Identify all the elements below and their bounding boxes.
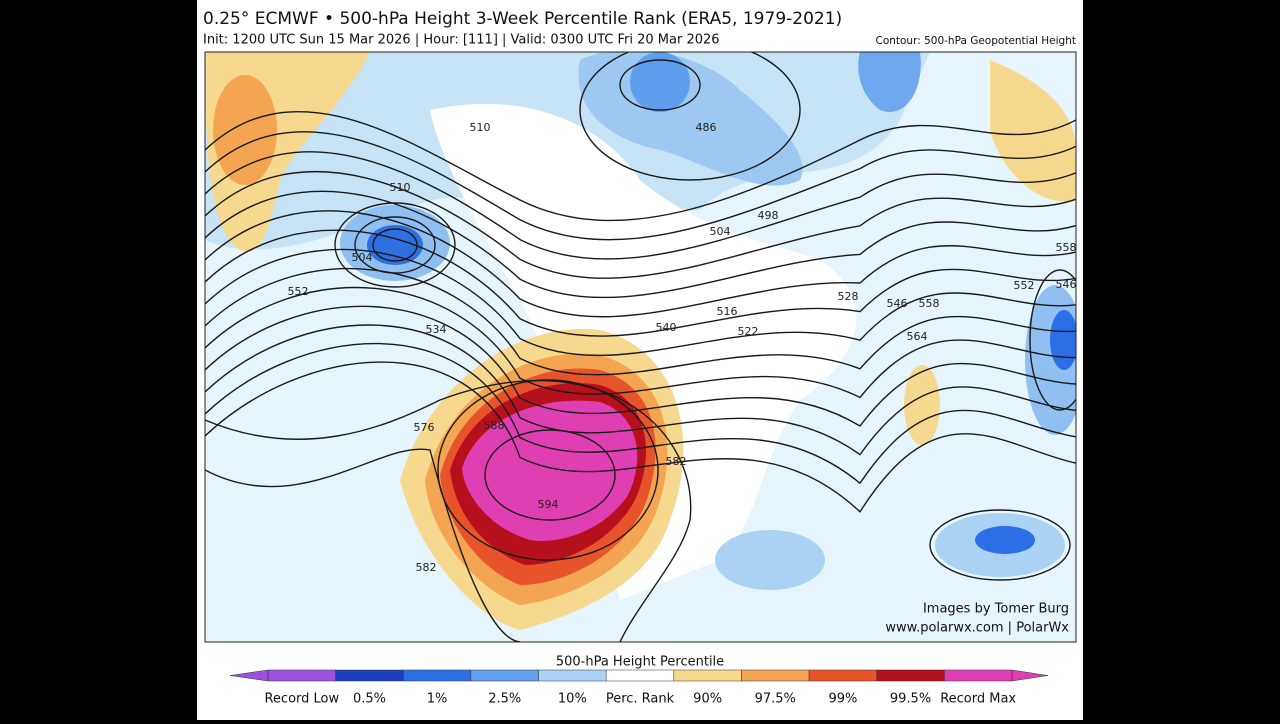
- contour-line: [205, 190, 1076, 299]
- contour-line: [205, 210, 1076, 318]
- contour-label: 498: [758, 209, 779, 222]
- colorbar-label: 10%: [558, 692, 587, 707]
- contour-line: [579, 52, 801, 181]
- contour-note: Contour: 500-hPa Geopotential Height: [875, 35, 1076, 47]
- colorbar-label: 90%: [693, 692, 722, 707]
- colorbar-label: 99%: [828, 692, 857, 707]
- contour-label: 510: [390, 181, 411, 194]
- contour-label: 552: [1014, 279, 1035, 292]
- contour-line: [619, 59, 701, 111]
- shade: [975, 526, 1035, 554]
- contour-line: [205, 110, 1076, 222]
- contour-line: [484, 429, 616, 521]
- contour-label: 552: [288, 285, 309, 298]
- contour-line: [372, 228, 418, 262]
- colorbar-segment: [808, 669, 877, 682]
- website: www.polarwx.com | PolarWx: [885, 621, 1069, 636]
- contour-line: [334, 202, 456, 288]
- contour-line: [205, 267, 1076, 376]
- colorbar-segment: [876, 669, 945, 682]
- colorbar-segment: [605, 669, 675, 682]
- contour-line: [1029, 269, 1076, 411]
- contour-label: 588: [484, 419, 505, 432]
- colorbar-segment: [335, 669, 404, 682]
- contour-label: 558: [919, 297, 940, 310]
- colorbar-segment: [944, 669, 1013, 682]
- shade: [904, 365, 940, 445]
- colorbar-label: 97.5%: [755, 692, 796, 707]
- colorbar-label: 2.5%: [488, 692, 521, 707]
- map-frame: [204, 51, 1077, 643]
- contour-label: 546: [1056, 278, 1077, 291]
- shade: [213, 75, 277, 185]
- credit: Images by Tomer Burg: [923, 602, 1069, 617]
- colorbar-segment: [741, 669, 810, 682]
- shade: [462, 400, 638, 541]
- colorbar-segment: [267, 669, 336, 682]
- contour-line: [205, 380, 692, 642]
- contour-label: 504: [710, 225, 731, 238]
- colorbar-segment: [470, 669, 539, 682]
- contour-label: 576: [414, 421, 435, 434]
- contour-label: 504: [352, 251, 373, 264]
- shade: [630, 52, 690, 112]
- contour-line: [205, 229, 1076, 337]
- colorbar-label: 0.5%: [353, 692, 386, 707]
- colorbar-label: 1%: [427, 692, 448, 707]
- shade: [990, 60, 1076, 202]
- shade: [715, 530, 825, 590]
- colorbar-label: Record Low: [264, 692, 339, 707]
- contour-line: [205, 286, 1076, 399]
- contour-line: [205, 248, 1076, 357]
- contour-label: 582: [666, 455, 687, 468]
- contour-label: 564: [907, 330, 928, 343]
- contour-label: 516: [717, 305, 738, 318]
- contour-line: [205, 170, 1076, 279]
- colorbar-title: 500-hPa Height Percentile: [556, 655, 724, 670]
- contour-line: [205, 305, 1076, 427]
- colorbar-label: Record Max: [940, 692, 1016, 707]
- shade: [1050, 310, 1076, 370]
- contour-label: 534: [426, 323, 447, 336]
- contour-line: [205, 448, 521, 642]
- contour-line: [437, 379, 659, 561]
- contour-line: [929, 509, 1071, 581]
- colorbar-label: 99.5%: [890, 692, 931, 707]
- shade: [858, 52, 921, 112]
- contour-line: [205, 151, 1076, 260]
- contour-label: 486: [696, 121, 717, 134]
- contour-label: 558: [1056, 241, 1077, 254]
- colorbar: Record Low 0.5% 1% 2.5% 10% Perc. Rank 90% 97.5…: [229, 669, 1049, 707]
- contour-label: 540: [656, 321, 677, 334]
- title: 0.25° ECMWF • 500-hPa Height 3-Week Perc…: [203, 9, 842, 29]
- contours: [205, 52, 1076, 642]
- colorbar-segment: [673, 669, 742, 682]
- contour-label: 582: [416, 561, 437, 574]
- contour-label: 546: [887, 297, 908, 310]
- contour-label: 594: [538, 498, 559, 511]
- colorbar-segment: [403, 669, 472, 682]
- colorbar-segment: [538, 669, 607, 682]
- contour-line: [205, 131, 1076, 241]
- contour-label: 522: [738, 325, 759, 338]
- contour-label: 510: [470, 121, 491, 134]
- contour-line: [205, 342, 1076, 485]
- colorbar-label: Perc. Rank: [606, 692, 675, 707]
- subtitle: Init: 1200 UTC Sun 15 Mar 2026 | Hour: […: [203, 33, 720, 48]
- contour-label: 528: [838, 290, 859, 303]
- contour-line: [354, 216, 436, 274]
- contour-line: [205, 361, 1076, 513]
